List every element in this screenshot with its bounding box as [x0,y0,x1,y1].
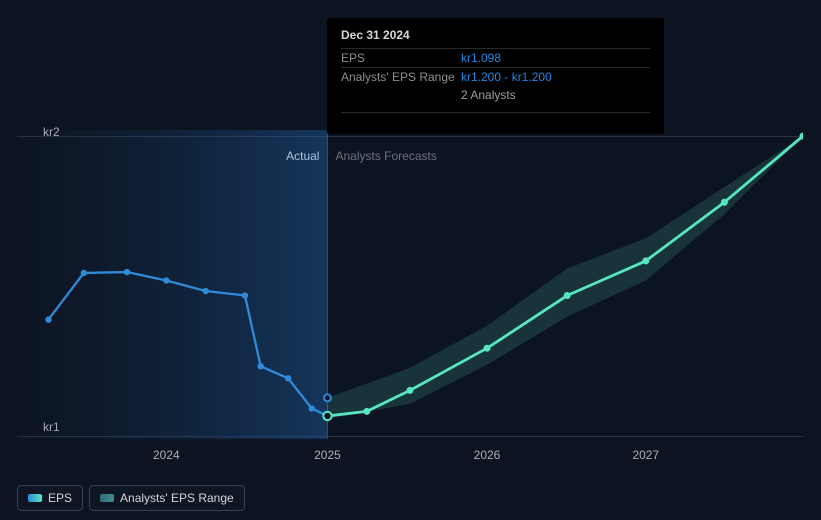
forecast-range-area [327,136,803,419]
chart-legend: EPS Analysts' EPS Range [17,485,245,511]
x-axis-label: 2025 [314,448,341,462]
chart-svg [17,130,803,439]
legend-item-eps[interactable]: EPS [17,485,83,511]
tooltip-value: kr1.098 [461,51,501,65]
legend-swatch [28,494,42,502]
tooltip-key: EPS [341,51,461,65]
tooltip-row: EPS kr1.098 [341,48,650,67]
x-axis-label: 2026 [474,448,501,462]
legend-label: EPS [48,491,72,505]
last-actual-marker [323,412,331,420]
x-axis-label: 2024 [153,448,180,462]
actual-region-shade [17,130,327,439]
x-axis-label: 2027 [632,448,659,462]
tooltip-separator [341,112,650,122]
legend-item-range[interactable]: Analysts' EPS Range [89,485,245,511]
eps-chart[interactable]: kr2 kr1 Actual Analysts Forecasts [17,130,803,439]
tooltip-row: Analysts' EPS Range kr1.200 - kr1.200 [341,67,650,86]
range-marker [324,394,331,401]
chart-tooltip: Dec 31 2024 EPS kr1.098 Analysts' EPS Ra… [327,18,664,134]
legend-label: Analysts' EPS Range [120,491,234,505]
tooltip-subtext: 2 Analysts [461,88,650,102]
tooltip-value: kr1.200 - kr1.200 [461,70,552,84]
tooltip-date: Dec 31 2024 [341,28,650,42]
legend-swatch [100,494,114,502]
tooltip-key: Analysts' EPS Range [341,70,461,84]
